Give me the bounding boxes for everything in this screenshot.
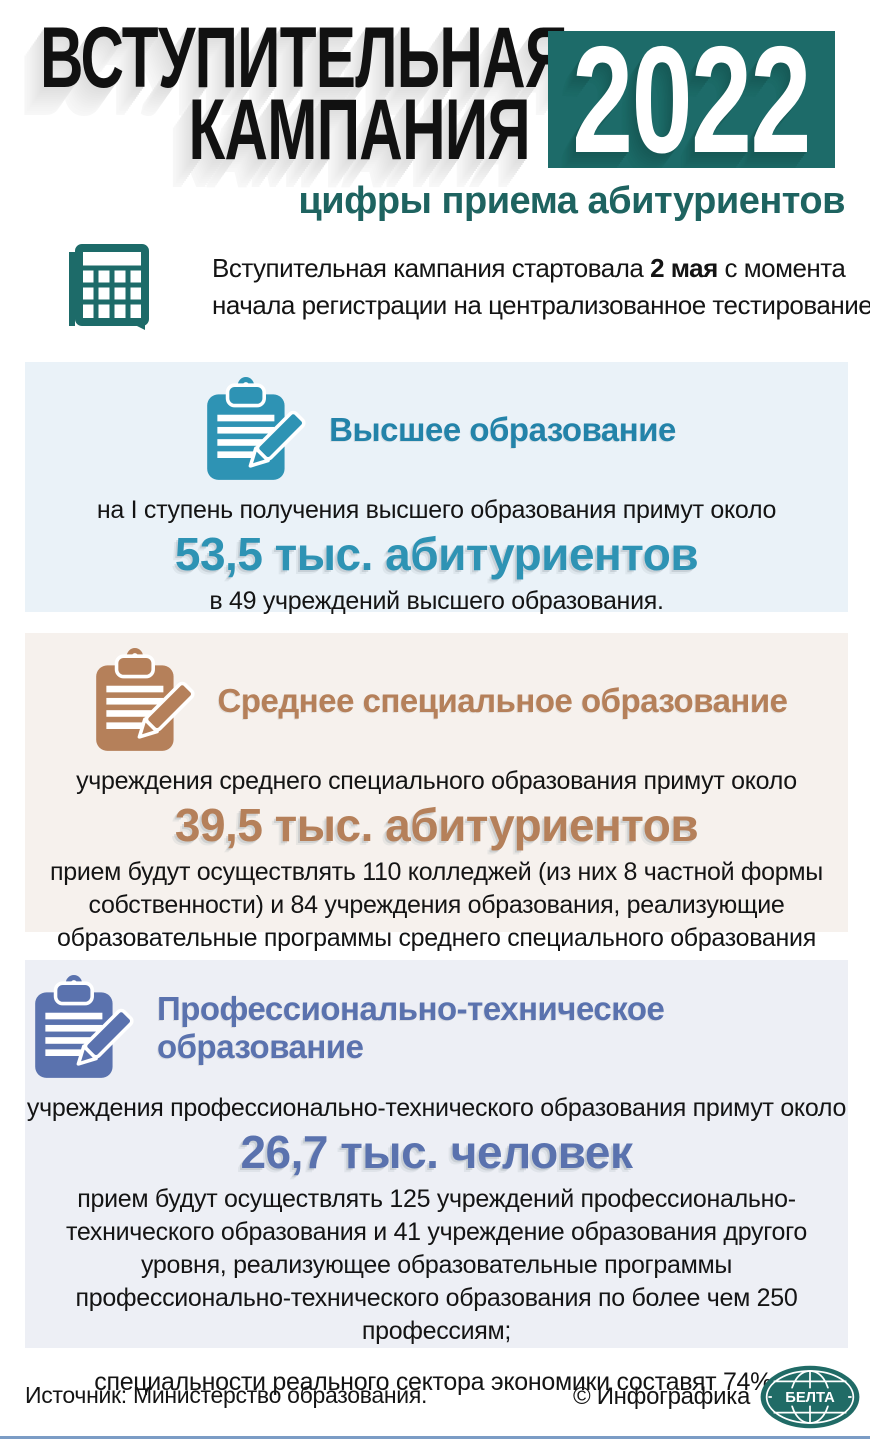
clipboard-pencil-icon [35, 975, 134, 1078]
clipboard-pencil-icon [95, 648, 195, 751]
bottom-accent-bar [0, 1436, 870, 1439]
credit-text: © Инфографика [572, 1383, 750, 1410]
intro-text: Вступительная кампания стартовала 2 мая … [212, 250, 870, 324]
credit-block: © Инфографика БЕЛТА [573, 1362, 862, 1432]
calendar-icon [69, 244, 149, 330]
section-vocational-detail: прием будут осуществлять 125 учреждений … [66, 1185, 807, 1345]
section-vocational-lead: учреждения профессионально-технического … [26, 1094, 847, 1122]
section-vocational-title: Профессионально-техническое образование [157, 990, 665, 1065]
intro-text-after: с момента начала регистрации на централи… [212, 253, 870, 320]
intro-text-before: Вступительная кампания стартовала [212, 253, 651, 283]
section-higher-education: Высшее образование на I ступень получени… [25, 362, 848, 615]
section-higher-title: Высшее образование [329, 411, 676, 448]
intro-date: 2 мая [650, 253, 718, 283]
section-secondary-head: Среднее специальное образование [25, 633, 848, 757]
section-secondary-special: Среднее специальное образование учрежден… [25, 633, 848, 952]
section-secondary-title: Среднее специальное образование [217, 682, 789, 719]
belta-globe-icon: БЕЛТА [760, 1365, 860, 1429]
section-vocational: Профессионально-техническое образование … [25, 960, 848, 1396]
section-vocational-detail-2: специальности реального сектора экономик… [94, 1368, 779, 1396]
section-vocational-number: 26,7 тыс. человек [240, 1126, 633, 1178]
section-secondary-lead: учреждения среднего специального образов… [76, 767, 797, 795]
belta-logo-text: БЕЛТА [785, 1390, 835, 1406]
year-value: 2022 [572, 31, 812, 168]
section-secondary-detail: прием будут осуществлять 110 колледжей (… [50, 858, 823, 952]
section-higher-number: 53,5 тыс. абитуриентов [174, 528, 699, 580]
section-secondary-number: 39,5 тыс. абитуриентов [174, 799, 699, 851]
page-title-line-1: ВСТУПИТЕЛЬНАЯ [40, 10, 568, 106]
page-title-line-2: КАМПАНИЯ [188, 82, 530, 178]
year-badge: 2022 [548, 31, 835, 168]
source-note: Источник: Министерство образования. [25, 1382, 428, 1408]
page-subtitle: цифры приема абитуриентов [298, 180, 845, 222]
section-vocational-head: Профессионально-техническое образование [25, 960, 848, 1084]
page-title: ВСТУПИТЕЛЬНАЯ КАМПАНИЯ [0, 10, 568, 178]
section-higher-detail: в 49 учреждений высшего образования. [209, 587, 664, 615]
section-higher-head: Высшее образование [25, 362, 848, 486]
clipboard-pencil-icon [207, 377, 306, 480]
section-higher-lead: на I ступень получения высшего образован… [96, 496, 777, 524]
